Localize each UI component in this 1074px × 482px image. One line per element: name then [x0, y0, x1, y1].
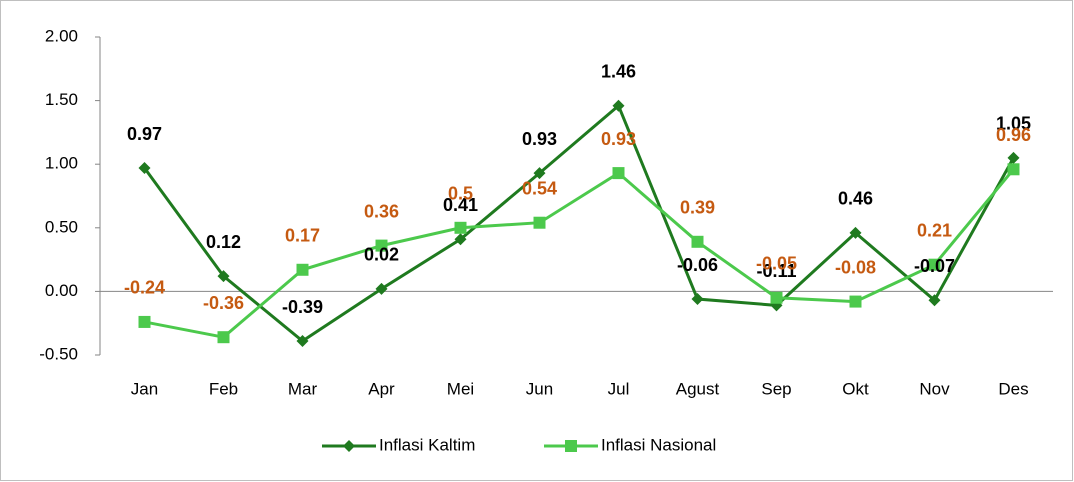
- data-label: 0.54: [522, 178, 557, 198]
- data-label: 0.21: [917, 220, 952, 240]
- legend-marker: [565, 440, 577, 452]
- data-label: 0.96: [996, 125, 1031, 145]
- y-tick-label: -0.50: [39, 344, 78, 363]
- data-point: [928, 294, 941, 307]
- data-label: 0.46: [838, 189, 873, 209]
- data-point: [217, 331, 230, 344]
- data-label: -0.24: [124, 278, 165, 298]
- x-tick-label: Sep: [761, 379, 791, 398]
- data-point: [533, 216, 546, 229]
- data-label: -0.39: [282, 297, 323, 317]
- x-tick-label: Jun: [526, 379, 553, 398]
- series-line: [144, 168, 1015, 339]
- data-label: 0.36: [364, 201, 399, 221]
- data-label: -0.07: [914, 256, 955, 276]
- x-tick-label: Agust: [676, 379, 720, 398]
- data-point: [612, 99, 625, 112]
- data-point: [691, 235, 704, 248]
- x-tick-label: Feb: [209, 379, 238, 398]
- data-label: 0.02: [364, 245, 399, 265]
- legend-item: Inflasi Nasional: [544, 435, 716, 454]
- data-label: 0.39: [680, 198, 715, 218]
- x-tick-label: Apr: [368, 379, 395, 398]
- x-tick-label: Mar: [288, 379, 318, 398]
- data-label: 0.17: [285, 226, 320, 246]
- legend-item: Inflasi Kaltim: [322, 435, 475, 454]
- legend-marker: [343, 440, 355, 452]
- data-point: [849, 295, 862, 308]
- series-line: [143, 103, 1015, 343]
- data-point: [138, 315, 151, 328]
- x-tick-label: Jan: [131, 379, 158, 398]
- data-point: [770, 291, 783, 304]
- data-label: 0.5: [448, 184, 473, 204]
- y-tick-label: 0.50: [45, 217, 78, 236]
- data-point: [928, 258, 941, 271]
- data-point: [1007, 151, 1020, 164]
- legend-label: Inflasi Nasional: [601, 435, 716, 454]
- y-tick-label: 0.00: [45, 281, 78, 300]
- data-label: -0.06: [677, 255, 718, 275]
- y-tick-label: 1.00: [45, 154, 78, 173]
- data-point: [1007, 163, 1020, 176]
- data-label: 1.46: [601, 61, 636, 81]
- data-point: [612, 167, 625, 180]
- x-tick-label: Okt: [842, 379, 869, 398]
- y-tick-label: 1.50: [45, 90, 78, 109]
- x-tick-label: Des: [998, 379, 1028, 398]
- data-point: [296, 335, 309, 348]
- data-point: [849, 226, 862, 239]
- data-label: -0.11: [756, 261, 796, 281]
- data-point: [454, 221, 467, 234]
- data-label: -0.05: [756, 254, 797, 274]
- data-point: [296, 263, 309, 276]
- data-point: [138, 162, 151, 175]
- data-point: [691, 293, 704, 306]
- data-point: [375, 282, 388, 295]
- x-tick-label: Nov: [919, 379, 950, 398]
- data-label: 1.05: [996, 114, 1031, 134]
- data-label: 0.97: [127, 124, 162, 144]
- data-label: 0.41: [443, 195, 478, 215]
- data-label: 0.12: [206, 232, 241, 252]
- data-label: -0.36: [203, 293, 244, 313]
- data-point: [375, 239, 388, 252]
- data-label: 0.93: [522, 129, 557, 149]
- y-tick-label: 2.00: [45, 26, 78, 45]
- x-tick-label: Jul: [608, 379, 630, 398]
- data-point: [454, 233, 467, 246]
- data-label: -0.08: [835, 257, 876, 277]
- data-label: 0.93: [601, 129, 636, 149]
- data-point: [533, 167, 546, 180]
- legend-label: Inflasi Kaltim: [379, 435, 475, 454]
- x-tick-label: Mei: [447, 379, 474, 398]
- data-point: [217, 270, 230, 283]
